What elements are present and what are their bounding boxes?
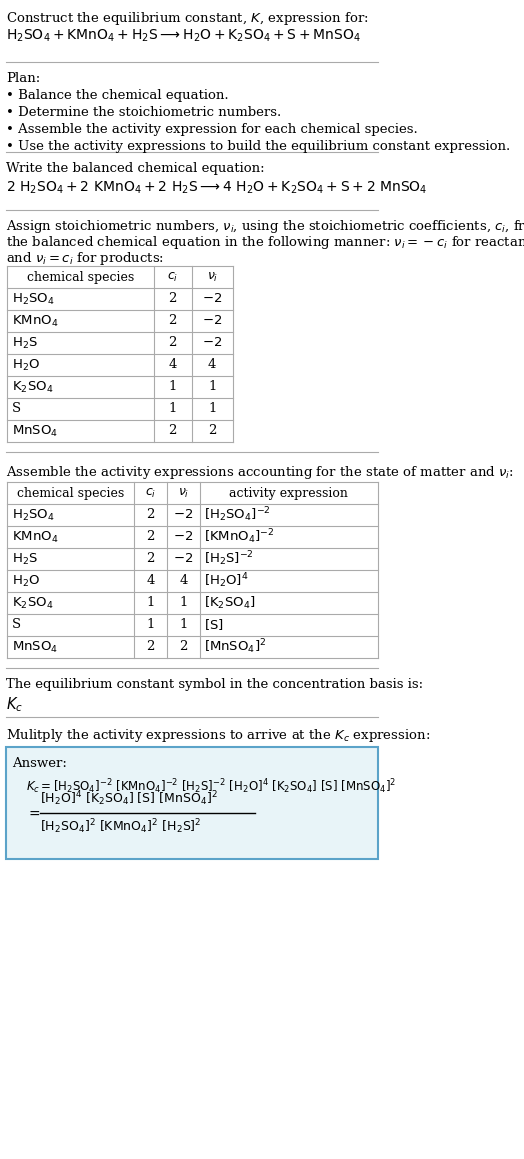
Text: $K_c = [\mathrm{H_2SO_4}]^{-2}\ [\mathrm{KMnO_4}]^{-2}\ [\mathrm{H_2S}]^{-2}\ [\: $K_c = [\mathrm{H_2SO_4}]^{-2}\ [\mathrm…	[26, 777, 397, 796]
Text: $[\mathrm{H_2SO_4}]^{-2}$: $[\mathrm{H_2SO_4}]^{-2}$	[204, 505, 271, 524]
Text: 4: 4	[208, 358, 216, 372]
Text: $\mathrm{H_2O}$: $\mathrm{H_2O}$	[12, 574, 40, 589]
Text: $[\mathrm{H_2O}]^4\ [\mathrm{K_2SO_4}]\ [\mathrm{S}]\ [\mathrm{MnSO_4}]^2$: $[\mathrm{H_2O}]^4\ [\mathrm{K_2SO_4}]\ …	[39, 789, 217, 808]
Text: $[\mathrm{H_2SO_4}]^2\ [\mathrm{KMnO_4}]^2\ [\mathrm{H_2S}]^2$: $[\mathrm{H_2SO_4}]^2\ [\mathrm{KMnO_4}]…	[39, 817, 201, 837]
Text: $\nu_i$: $\nu_i$	[178, 487, 189, 500]
Text: $\mathrm{MnSO_4}$: $\mathrm{MnSO_4}$	[12, 423, 58, 438]
Text: $\mathrm{H_2SO_4}$: $\mathrm{H_2SO_4}$	[12, 508, 54, 523]
Text: The equilibrium constant symbol in the concentration basis is:: The equilibrium constant symbol in the c…	[6, 678, 423, 691]
Text: 2: 2	[146, 509, 155, 522]
Text: $\mathrm{MnSO_4}$: $\mathrm{MnSO_4}$	[12, 640, 58, 655]
Text: S: S	[12, 402, 21, 415]
Text: 4: 4	[146, 575, 155, 588]
Text: $\mathrm{H_2S}$: $\mathrm{H_2S}$	[12, 335, 38, 350]
Text: Write the balanced chemical equation:: Write the balanced chemical equation:	[6, 162, 265, 175]
Text: and $\nu_i = c_i$ for products:: and $\nu_i = c_i$ for products:	[6, 250, 164, 267]
Text: 2: 2	[179, 641, 188, 654]
Text: • Determine the stoichiometric numbers.: • Determine the stoichiometric numbers.	[6, 105, 281, 119]
Text: $[\mathrm{K_2SO_4}]$: $[\mathrm{K_2SO_4}]$	[204, 595, 256, 611]
Text: • Assemble the activity expression for each chemical species.: • Assemble the activity expression for e…	[6, 123, 418, 136]
Text: $K_c$: $K_c$	[6, 695, 23, 714]
Text: Answer:: Answer:	[12, 757, 67, 770]
Text: 2: 2	[146, 553, 155, 566]
Text: 1: 1	[169, 380, 177, 394]
Text: the balanced chemical equation in the following manner: $\nu_i = -c_i$ for react: the balanced chemical equation in the fo…	[6, 234, 524, 252]
Text: $c_i$: $c_i$	[167, 270, 178, 284]
Text: • Balance the chemical equation.: • Balance the chemical equation.	[6, 89, 228, 102]
Text: 1: 1	[169, 402, 177, 415]
Text: $\mathrm{KMnO_4}$: $\mathrm{KMnO_4}$	[12, 313, 58, 328]
Text: $c_i$: $c_i$	[145, 487, 156, 500]
Text: $-2$: $-2$	[173, 531, 193, 544]
Text: $[\mathrm{H_2S}]^{-2}$: $[\mathrm{H_2S}]^{-2}$	[204, 549, 254, 568]
Text: $-2$: $-2$	[202, 292, 222, 306]
Text: $\mathrm{KMnO_4}$: $\mathrm{KMnO_4}$	[12, 530, 58, 545]
Text: $\mathrm{H_2SO_4 + KMnO_4 + H_2S \longrightarrow H_2O + K_2SO_4 + S + MnSO_4}$: $\mathrm{H_2SO_4 + KMnO_4 + H_2S \longri…	[6, 28, 361, 44]
Text: $-2$: $-2$	[202, 314, 222, 328]
Text: 1: 1	[208, 402, 216, 415]
Text: 2: 2	[208, 424, 216, 437]
Text: $[\mathrm{MnSO_4}]^{2}$: $[\mathrm{MnSO_4}]^{2}$	[204, 637, 267, 656]
Text: $\nu_i$: $\nu_i$	[206, 270, 218, 284]
Text: $-2$: $-2$	[173, 553, 193, 566]
Text: Mulitply the activity expressions to arrive at the $K_c$ expression:: Mulitply the activity expressions to arr…	[6, 727, 430, 744]
Bar	[6, 748, 378, 859]
Text: $[\mathrm{KMnO_4}]^{-2}$: $[\mathrm{KMnO_4}]^{-2}$	[204, 527, 275, 546]
Text: 1: 1	[146, 619, 155, 632]
Text: chemical species: chemical species	[17, 487, 124, 500]
Text: $-2$: $-2$	[202, 336, 222, 350]
Text: 1: 1	[208, 380, 216, 394]
Text: 2: 2	[169, 424, 177, 437]
Text: $\mathrm{K_2SO_4}$: $\mathrm{K_2SO_4}$	[12, 596, 53, 611]
Text: $\mathrm{K_2SO_4}$: $\mathrm{K_2SO_4}$	[12, 379, 53, 394]
Text: Construct the equilibrium constant, $K$, expression for:: Construct the equilibrium constant, $K$,…	[6, 10, 368, 27]
Text: $\mathrm{H_2O}$: $\mathrm{H_2O}$	[12, 357, 40, 372]
Text: 2: 2	[169, 336, 177, 350]
Text: 1: 1	[179, 597, 188, 610]
Text: 2: 2	[169, 314, 177, 328]
Text: 2: 2	[169, 292, 177, 306]
Text: 4: 4	[169, 358, 177, 372]
Text: $[\mathrm{H_2O}]^{4}$: $[\mathrm{H_2O}]^{4}$	[204, 571, 249, 590]
Text: $\mathrm{2\ H_2SO_4 + 2\ KMnO_4 + 2\ H_2S \longrightarrow 4\ H_2O + K_2SO_4 + S : $\mathrm{2\ H_2SO_4 + 2\ KMnO_4 + 2\ H_2…	[6, 180, 428, 196]
Text: $-2$: $-2$	[173, 509, 193, 522]
Text: S: S	[12, 619, 21, 632]
Text: $=$: $=$	[26, 806, 41, 821]
Text: 1: 1	[146, 597, 155, 610]
Text: 4: 4	[179, 575, 188, 588]
Text: 2: 2	[146, 531, 155, 544]
Text: 1: 1	[179, 619, 188, 632]
Text: 2: 2	[146, 641, 155, 654]
Text: activity expression: activity expression	[229, 487, 348, 500]
Text: Assign stoichiometric numbers, $\nu_i$, using the stoichiometric coefficients, $: Assign stoichiometric numbers, $\nu_i$, …	[6, 218, 524, 235]
Text: $\mathrm{H_2S}$: $\mathrm{H_2S}$	[12, 552, 38, 567]
Text: $[\mathrm{S}]$: $[\mathrm{S}]$	[204, 618, 224, 633]
Text: Assemble the activity expressions accounting for the state of matter and $\nu_i$: Assemble the activity expressions accoun…	[6, 464, 514, 481]
Text: $\mathrm{H_2SO_4}$: $\mathrm{H_2SO_4}$	[12, 291, 54, 306]
Text: chemical species: chemical species	[27, 270, 134, 284]
Text: • Use the activity expressions to build the equilibrium constant expression.: • Use the activity expressions to build …	[6, 140, 510, 153]
Text: Plan:: Plan:	[6, 72, 40, 85]
